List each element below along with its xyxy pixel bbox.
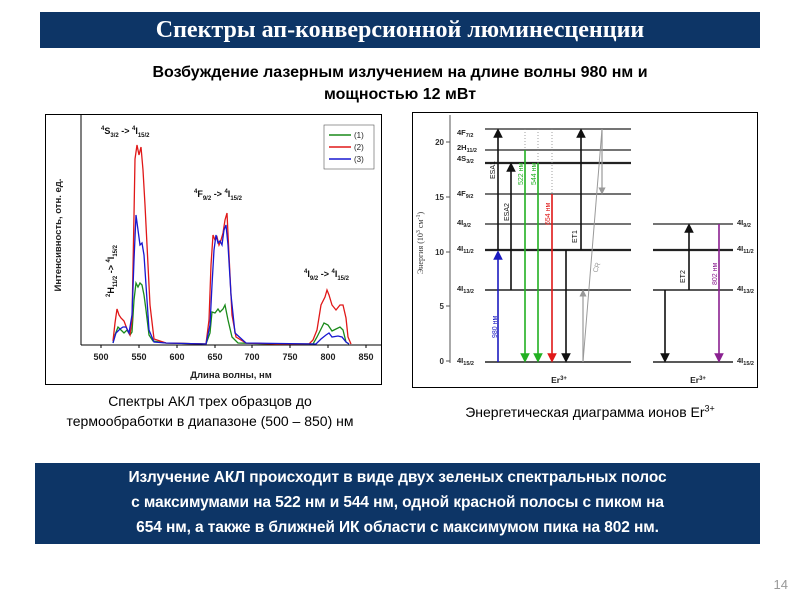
svg-text:4I9/2: 4I9/2 — [457, 218, 471, 229]
svg-text:4F9/2: 4F9/2 — [457, 189, 473, 200]
svg-text:522 нм: 522 нм — [518, 163, 525, 185]
transition-arrows — [493, 128, 724, 363]
x-tick-labels: 500 550 600 650 700 750 800 850 — [93, 345, 374, 362]
svg-text:(2): (2) — [354, 143, 364, 152]
svg-text:Er3+: Er3+ — [551, 375, 567, 385]
svg-text:(1): (1) — [354, 131, 364, 140]
transition-annotations: 4S3/2 -> 4I15/2 4F9/2 -> 4I15/2 4I9/2 ->… — [101, 126, 350, 297]
svg-text:544 нм: 544 нм — [531, 163, 538, 185]
energy-diagram-svg: 0 5 10 15 20 Энергия (103 см-1) 4F7 — [416, 115, 754, 385]
svg-text:802 нм: 802 нм — [712, 263, 719, 285]
caption-left-line-2: термообработки в диапазоне (500 – 850) н… — [66, 413, 354, 429]
y-axis-label: Энергия (103 см-1) — [416, 212, 425, 275]
svg-text:600: 600 — [169, 352, 184, 362]
caption-right-sup: 3+ — [704, 403, 715, 414]
spectrum-caption: Спектры АКЛ трех образцов до термообрабо… — [20, 391, 400, 431]
diagram-caption: Энергетическая диаграмма ионов Er3+ — [420, 402, 760, 422]
svg-text:ET2: ET2 — [680, 270, 687, 283]
svg-text:15: 15 — [435, 193, 444, 202]
svg-text:20: 20 — [435, 138, 444, 147]
svg-text:800: 800 — [320, 352, 335, 362]
svg-text:ESA2: ESA2 — [504, 203, 511, 221]
transition-labels: ESA1 ESA2 522 нм 544 нм 654 нм ET1 CR 98… — [490, 161, 719, 338]
svg-text:4I15/2: 4I15/2 — [457, 356, 474, 367]
level-labels-right: 4I9/2 4I11/2 4I13/2 4I15/2 — [737, 218, 754, 367]
summary-line-1: Излучение АКЛ происходит в виде двух зел… — [128, 469, 667, 486]
x-axis-label: Длина волны, нм — [190, 370, 272, 381]
caption-right-text: Энергетическая диаграмма ионов Er — [465, 404, 705, 420]
svg-text:500: 500 — [93, 352, 108, 362]
svg-text:10: 10 — [435, 248, 444, 257]
series-2-line — [112, 144, 352, 345]
svg-text:ESA1: ESA1 — [490, 161, 497, 179]
energy-levels-left — [485, 128, 631, 363]
svg-text:750: 750 — [282, 352, 297, 362]
level-labels-left: 4F7/2 2H11/2 4S3/2 4F9/2 4I9/2 4I11/2 4I… — [457, 128, 477, 367]
ion-labels: Er3+ Er3+ — [551, 375, 706, 385]
svg-text:4I13/2: 4I13/2 — [457, 284, 474, 295]
svg-text:850: 850 — [358, 352, 373, 362]
energy-diagram: 0 5 10 15 20 Энергия (103 см-1) 4F7 — [412, 112, 758, 388]
spectrum-chart-svg: 500 550 600 650 700 750 800 850 Длина во… — [53, 115, 381, 381]
svg-text:700: 700 — [244, 352, 259, 362]
svg-text:650: 650 — [207, 352, 222, 362]
series-1-line — [112, 280, 350, 345]
svg-text:4F7/2: 4F7/2 — [457, 128, 473, 139]
svg-text:4I9/2: 4I9/2 — [737, 218, 751, 229]
subtitle-line-2: мощностью 12 мВт — [323, 86, 477, 103]
subtitle-line-1: Возбуждение лазерным излучением на длине… — [152, 64, 648, 81]
annotation-4i92: 4I9/2 -> 4I15/2 — [304, 269, 350, 282]
dotted-guides — [524, 129, 553, 194]
svg-text:4I15/2: 4I15/2 — [737, 356, 754, 367]
annotation-4s32: 4S3/2 -> 4I15/2 — [101, 126, 150, 139]
svg-text:5: 5 — [440, 302, 445, 311]
y-tick-labels: 0 5 10 15 20 — [435, 138, 450, 366]
svg-text:550: 550 — [131, 352, 146, 362]
line-cr — [582, 128, 603, 363]
page-number: 14 — [773, 577, 788, 592]
spectrum-chart: 500 550 600 650 700 750 800 850 Длина во… — [45, 114, 382, 385]
svg-text:0: 0 — [440, 357, 445, 366]
svg-text:CR: CR — [592, 262, 602, 274]
annotation-4f92: 4F9/2 -> 4I15/2 — [194, 189, 243, 202]
svg-text:2H11/2: 2H11/2 — [457, 143, 477, 154]
annotation-2h112: 2H11/2 -> 4I15/2 — [106, 244, 119, 297]
caption-left-line-1: Спектры АКЛ трех образцов до — [108, 393, 312, 409]
svg-text:Er3+: Er3+ — [690, 375, 706, 385]
svg-text:654 нм: 654 нм — [545, 203, 552, 225]
summary-line-2: с максимумами на 522 нм и 544 нм, одной … — [131, 494, 664, 511]
slide-subtitle: Возбуждение лазерным излучением на длине… — [60, 62, 740, 106]
summary-line-3: 654 нм, а также в ближней ИК области с м… — [136, 519, 659, 536]
svg-text:4I11/2: 4I11/2 — [457, 244, 474, 255]
y-axis-label: Интенсивность, отн. ед. — [53, 179, 64, 292]
series-3-line — [112, 214, 350, 345]
slide-title: Спектры ап-конверсионной люминесценции — [40, 12, 760, 48]
svg-text:4I11/2: 4I11/2 — [737, 244, 754, 255]
svg-text:4I13/2: 4I13/2 — [737, 284, 754, 295]
svg-text:(3): (3) — [354, 155, 364, 164]
legend: (1) (2) (3) — [323, 124, 375, 170]
svg-text:980 нм: 980 нм — [492, 316, 499, 338]
summary-box: Излучение АКЛ происходит в виде двух зел… — [35, 463, 760, 544]
svg-text:ET1: ET1 — [572, 230, 579, 243]
svg-text:4S3/2: 4S3/2 — [457, 154, 474, 165]
